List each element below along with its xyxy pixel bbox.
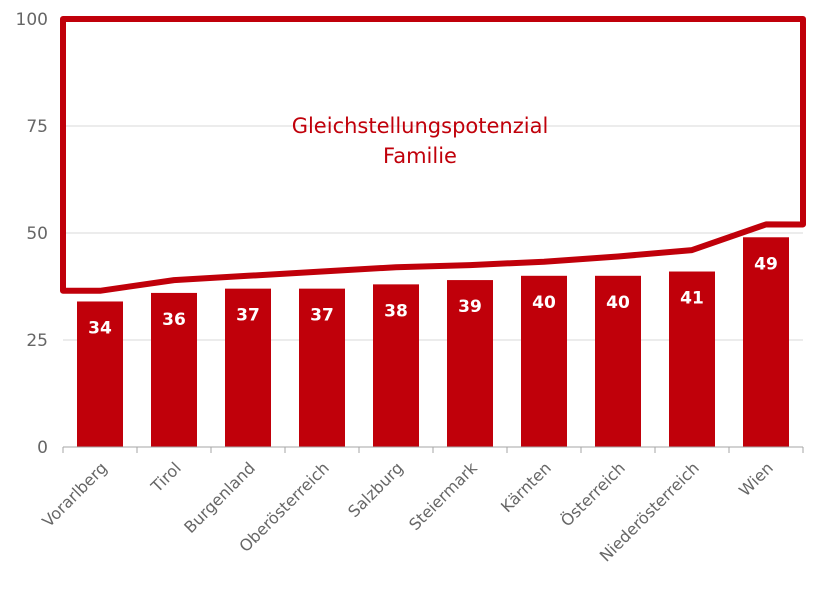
annotation-line-2: Familie — [383, 144, 457, 168]
y-axis-tick-labels: 0 25 50 75 100 — [16, 10, 48, 458]
data-labels: 34 36 37 37 38 39 40 40 41 49 — [88, 254, 778, 338]
x-axis — [62, 446, 804, 453]
x-category-label: Salzburg — [344, 458, 407, 521]
bars — [77, 237, 789, 447]
x-category-label: Wien — [735, 458, 777, 500]
y-tick-label: 0 — [37, 438, 48, 458]
data-label: 38 — [384, 301, 408, 321]
data-label: 41 — [680, 289, 704, 309]
x-category-label: Österreich — [557, 458, 629, 530]
bar — [743, 237, 789, 447]
bar — [77, 301, 123, 447]
x-category-label: Steiermark — [405, 458, 481, 534]
data-label: 37 — [236, 306, 260, 326]
bar — [595, 275, 641, 447]
bar — [521, 275, 567, 447]
x-category-label: Burgenland — [180, 458, 259, 537]
data-label: 36 — [162, 310, 186, 330]
data-label: 40 — [606, 293, 630, 313]
bar — [373, 284, 419, 447]
y-tick-label: 100 — [16, 10, 48, 30]
x-category-label: Tirol — [147, 458, 185, 496]
bar — [151, 292, 197, 447]
bar — [299, 288, 345, 447]
y-tick-label: 25 — [26, 331, 48, 351]
x-category-label: Kärnten — [497, 458, 555, 516]
data-label: 40 — [532, 293, 556, 313]
data-label: 39 — [458, 297, 482, 317]
potential-outline-path — [60, 16, 806, 294]
bar — [669, 271, 715, 447]
y-tick-label: 75 — [26, 117, 48, 137]
potential-outline — [60, 16, 806, 294]
bar — [225, 288, 271, 447]
data-label: 37 — [310, 306, 334, 326]
data-label: 34 — [88, 318, 112, 338]
x-category-label: Vorarlberg — [38, 458, 110, 530]
annotation-line-1: Gleichstellungspotenzial — [292, 114, 549, 138]
bar — [447, 280, 493, 447]
data-label: 49 — [754, 254, 778, 274]
y-tick-label: 50 — [26, 224, 48, 244]
